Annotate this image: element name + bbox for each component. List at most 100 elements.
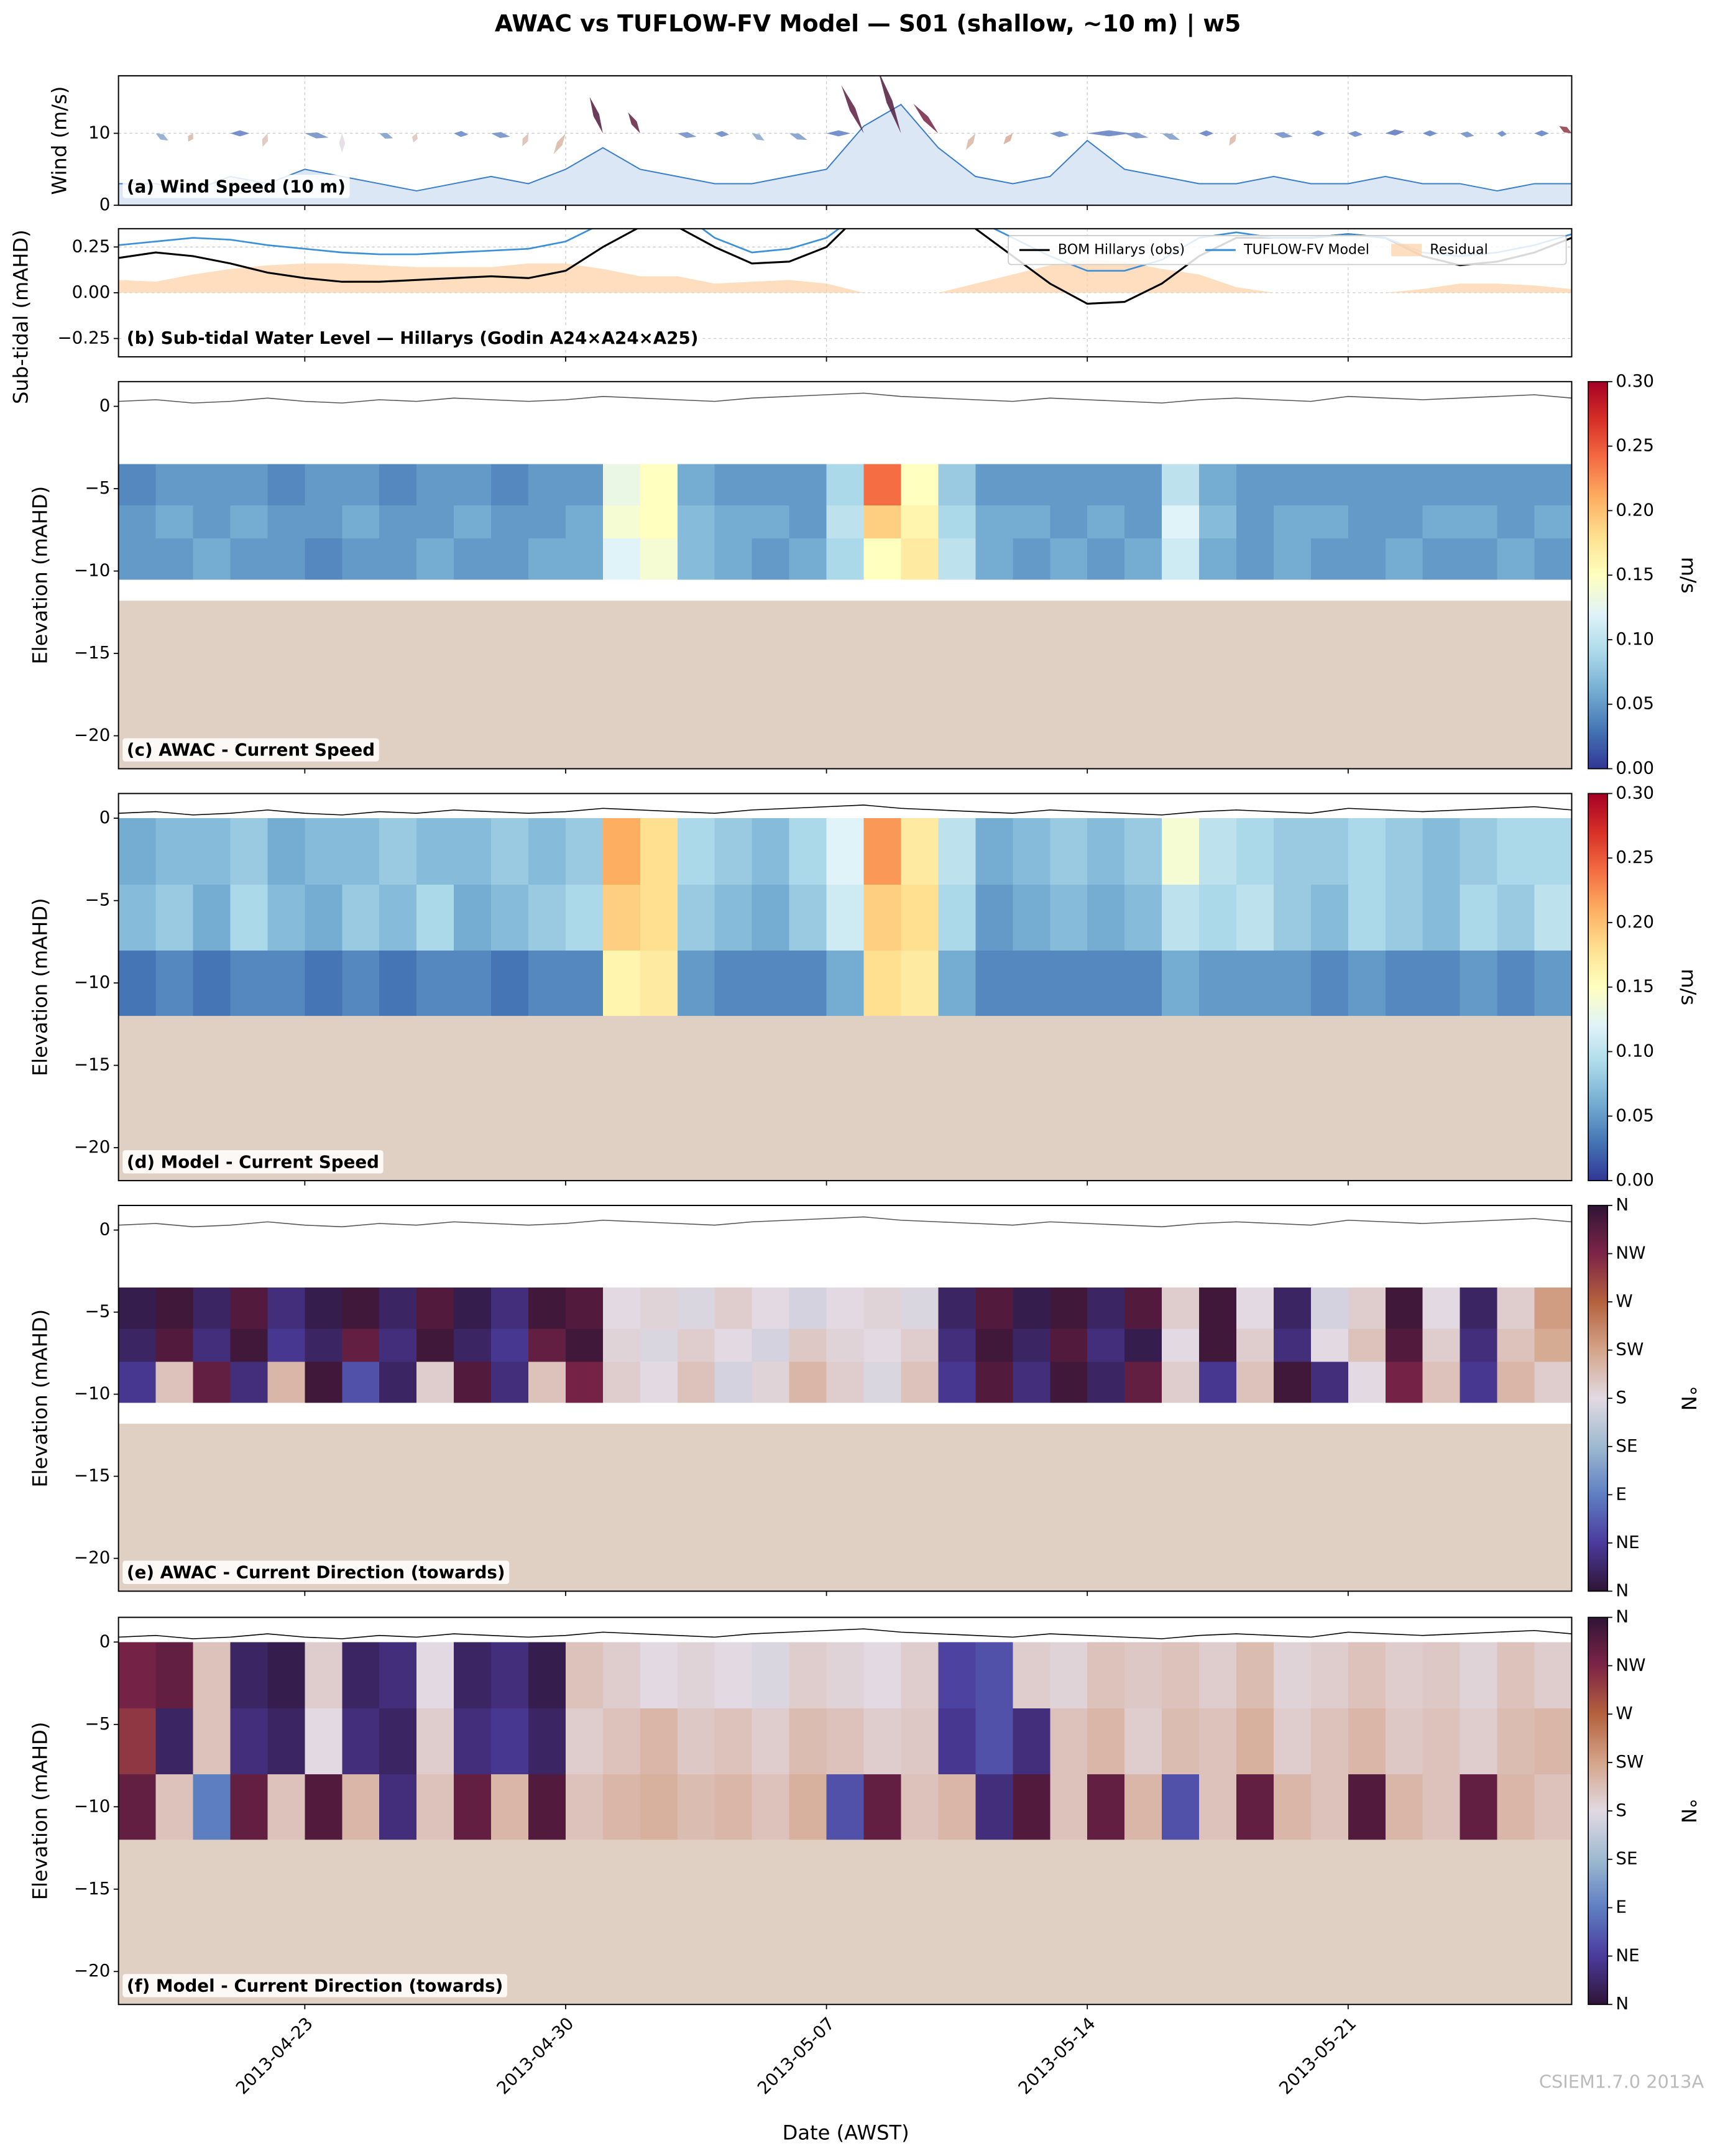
heatmap-cell — [1497, 464, 1535, 506]
colorbar-tick-label: NE — [1616, 1945, 1639, 1965]
heatmap-cell — [1460, 884, 1498, 951]
heatmap-cell — [901, 950, 939, 1016]
wind-quill — [412, 133, 418, 143]
heatmap-cell — [1162, 1361, 1200, 1403]
heatmap-cell — [454, 1287, 492, 1329]
heatmap-cell — [1050, 1774, 1088, 1840]
heatmap-cell — [789, 818, 827, 885]
wind-quill — [1229, 133, 1236, 146]
colorbar-tick-label: W — [1616, 1703, 1632, 1723]
heatmap-cell — [975, 538, 1013, 580]
heatmap-cell — [901, 884, 939, 951]
heatmap-cell — [1422, 1774, 1461, 1840]
heatmap-cell — [379, 1361, 417, 1403]
heatmap-cell — [1273, 884, 1312, 951]
heatmap-cell — [826, 1774, 865, 1840]
panel-label: (b) Sub-tidal Water Level — Hillarys (Go… — [127, 328, 698, 348]
heatmap-cell — [305, 505, 343, 539]
heatmap-cell — [938, 1361, 977, 1403]
heatmap-cell — [826, 464, 865, 506]
heatmap-cell — [454, 950, 492, 1016]
heatmap-cell — [1534, 1774, 1572, 1840]
heatmap-cell — [1236, 884, 1274, 951]
heatmap-cell — [938, 538, 977, 580]
heatmap-cell — [491, 1642, 529, 1708]
heatmap-cell — [714, 1642, 753, 1708]
heatmap-cell — [1087, 464, 1125, 506]
colorbar-tick-label: 0.15 — [1616, 564, 1654, 584]
y-tick-label: −10 — [74, 972, 110, 992]
heatmap-cell — [416, 950, 454, 1016]
heatmap-cell — [752, 464, 790, 506]
heatmap-cell — [230, 1329, 269, 1362]
heatmap-cell — [640, 818, 678, 885]
axes-frame — [117, 1616, 1573, 2006]
heatmap-cell — [1385, 884, 1423, 951]
y-tick-label: 10 — [88, 122, 110, 142]
heatmap-cell — [938, 1642, 977, 1708]
y-tick-label: 0.25 — [72, 236, 111, 256]
colorbar-tick-label: E — [1616, 1897, 1627, 1917]
heatmap-cell — [1348, 1361, 1386, 1403]
legend-label: BOM Hillarys (obs) — [1058, 242, 1185, 258]
heatmap-cell — [1013, 505, 1051, 539]
heatmap-cell — [1348, 1708, 1386, 1774]
y-axis-label: Elevation (mAHD) — [29, 1309, 52, 1488]
colorbar-tick-label: SE — [1616, 1435, 1637, 1456]
heatmap-cell — [1199, 538, 1237, 580]
wind-quill — [589, 97, 603, 134]
heatmap-cell — [491, 1708, 529, 1774]
heatmap-cell — [752, 538, 790, 580]
heatmap-cell — [565, 818, 604, 885]
heatmap-cell — [1273, 818, 1312, 885]
y-tick-label: −10 — [74, 1383, 110, 1404]
heatmap-cell — [1087, 884, 1125, 951]
heatmap-cell — [714, 950, 753, 1016]
heatmap-cell — [640, 1361, 678, 1403]
wind-quill — [1497, 131, 1507, 137]
heatmap-cell — [1385, 1642, 1423, 1708]
heatmap-cell — [677, 884, 715, 951]
wind-quill — [1124, 132, 1149, 139]
heatmap-cell — [640, 1287, 678, 1329]
heatmap-cell — [1422, 464, 1461, 506]
heatmap-cell — [1087, 818, 1125, 885]
heatmap-cell — [1497, 1361, 1535, 1403]
heatmap-cell — [1385, 538, 1423, 580]
colorbar-tick-label: N — [1616, 1194, 1629, 1215]
heatmap-cell — [714, 818, 753, 885]
heatmap-cell — [1310, 1287, 1349, 1329]
panel-label: (c) AWAC - Current Speed — [127, 740, 375, 760]
heatmap-cell — [1348, 505, 1386, 539]
heatmap-cell — [565, 950, 604, 1016]
heatmap-cell — [1460, 1329, 1498, 1362]
heatmap-cell — [975, 884, 1013, 951]
heatmap-cell — [193, 1287, 231, 1329]
heatmap-cell — [602, 505, 641, 539]
heatmap-cell — [1385, 1287, 1423, 1329]
heatmap-cell — [901, 1642, 939, 1708]
heatmap-cell — [1534, 1329, 1572, 1362]
panel-label-box — [122, 738, 379, 762]
heatmap-cell — [975, 818, 1013, 885]
y-tick-label: 0 — [99, 1631, 111, 1651]
heatmap-cell — [1050, 1329, 1088, 1362]
heatmap-cell — [1310, 818, 1349, 885]
heatmap-cell — [714, 1361, 753, 1403]
heatmap-cell — [416, 464, 454, 506]
heatmap-cell — [975, 1287, 1013, 1329]
heatmap-cell — [267, 464, 306, 506]
axes-frame — [117, 75, 1573, 206]
heatmap-cell — [863, 1708, 902, 1774]
heatmap-cell — [1497, 1287, 1535, 1329]
heatmap-cell — [1422, 1287, 1461, 1329]
heatmap-cell — [677, 1287, 715, 1329]
heatmap-cell — [305, 950, 343, 1016]
heatmap-cell — [602, 818, 641, 885]
heatmap-cell — [155, 505, 194, 539]
heatmap-cell — [1385, 1774, 1423, 1840]
heatmap-cell — [155, 1642, 194, 1708]
heatmap-cell — [491, 884, 529, 951]
heatmap-cell — [677, 950, 715, 1016]
heatmap-cell — [789, 1774, 827, 1840]
